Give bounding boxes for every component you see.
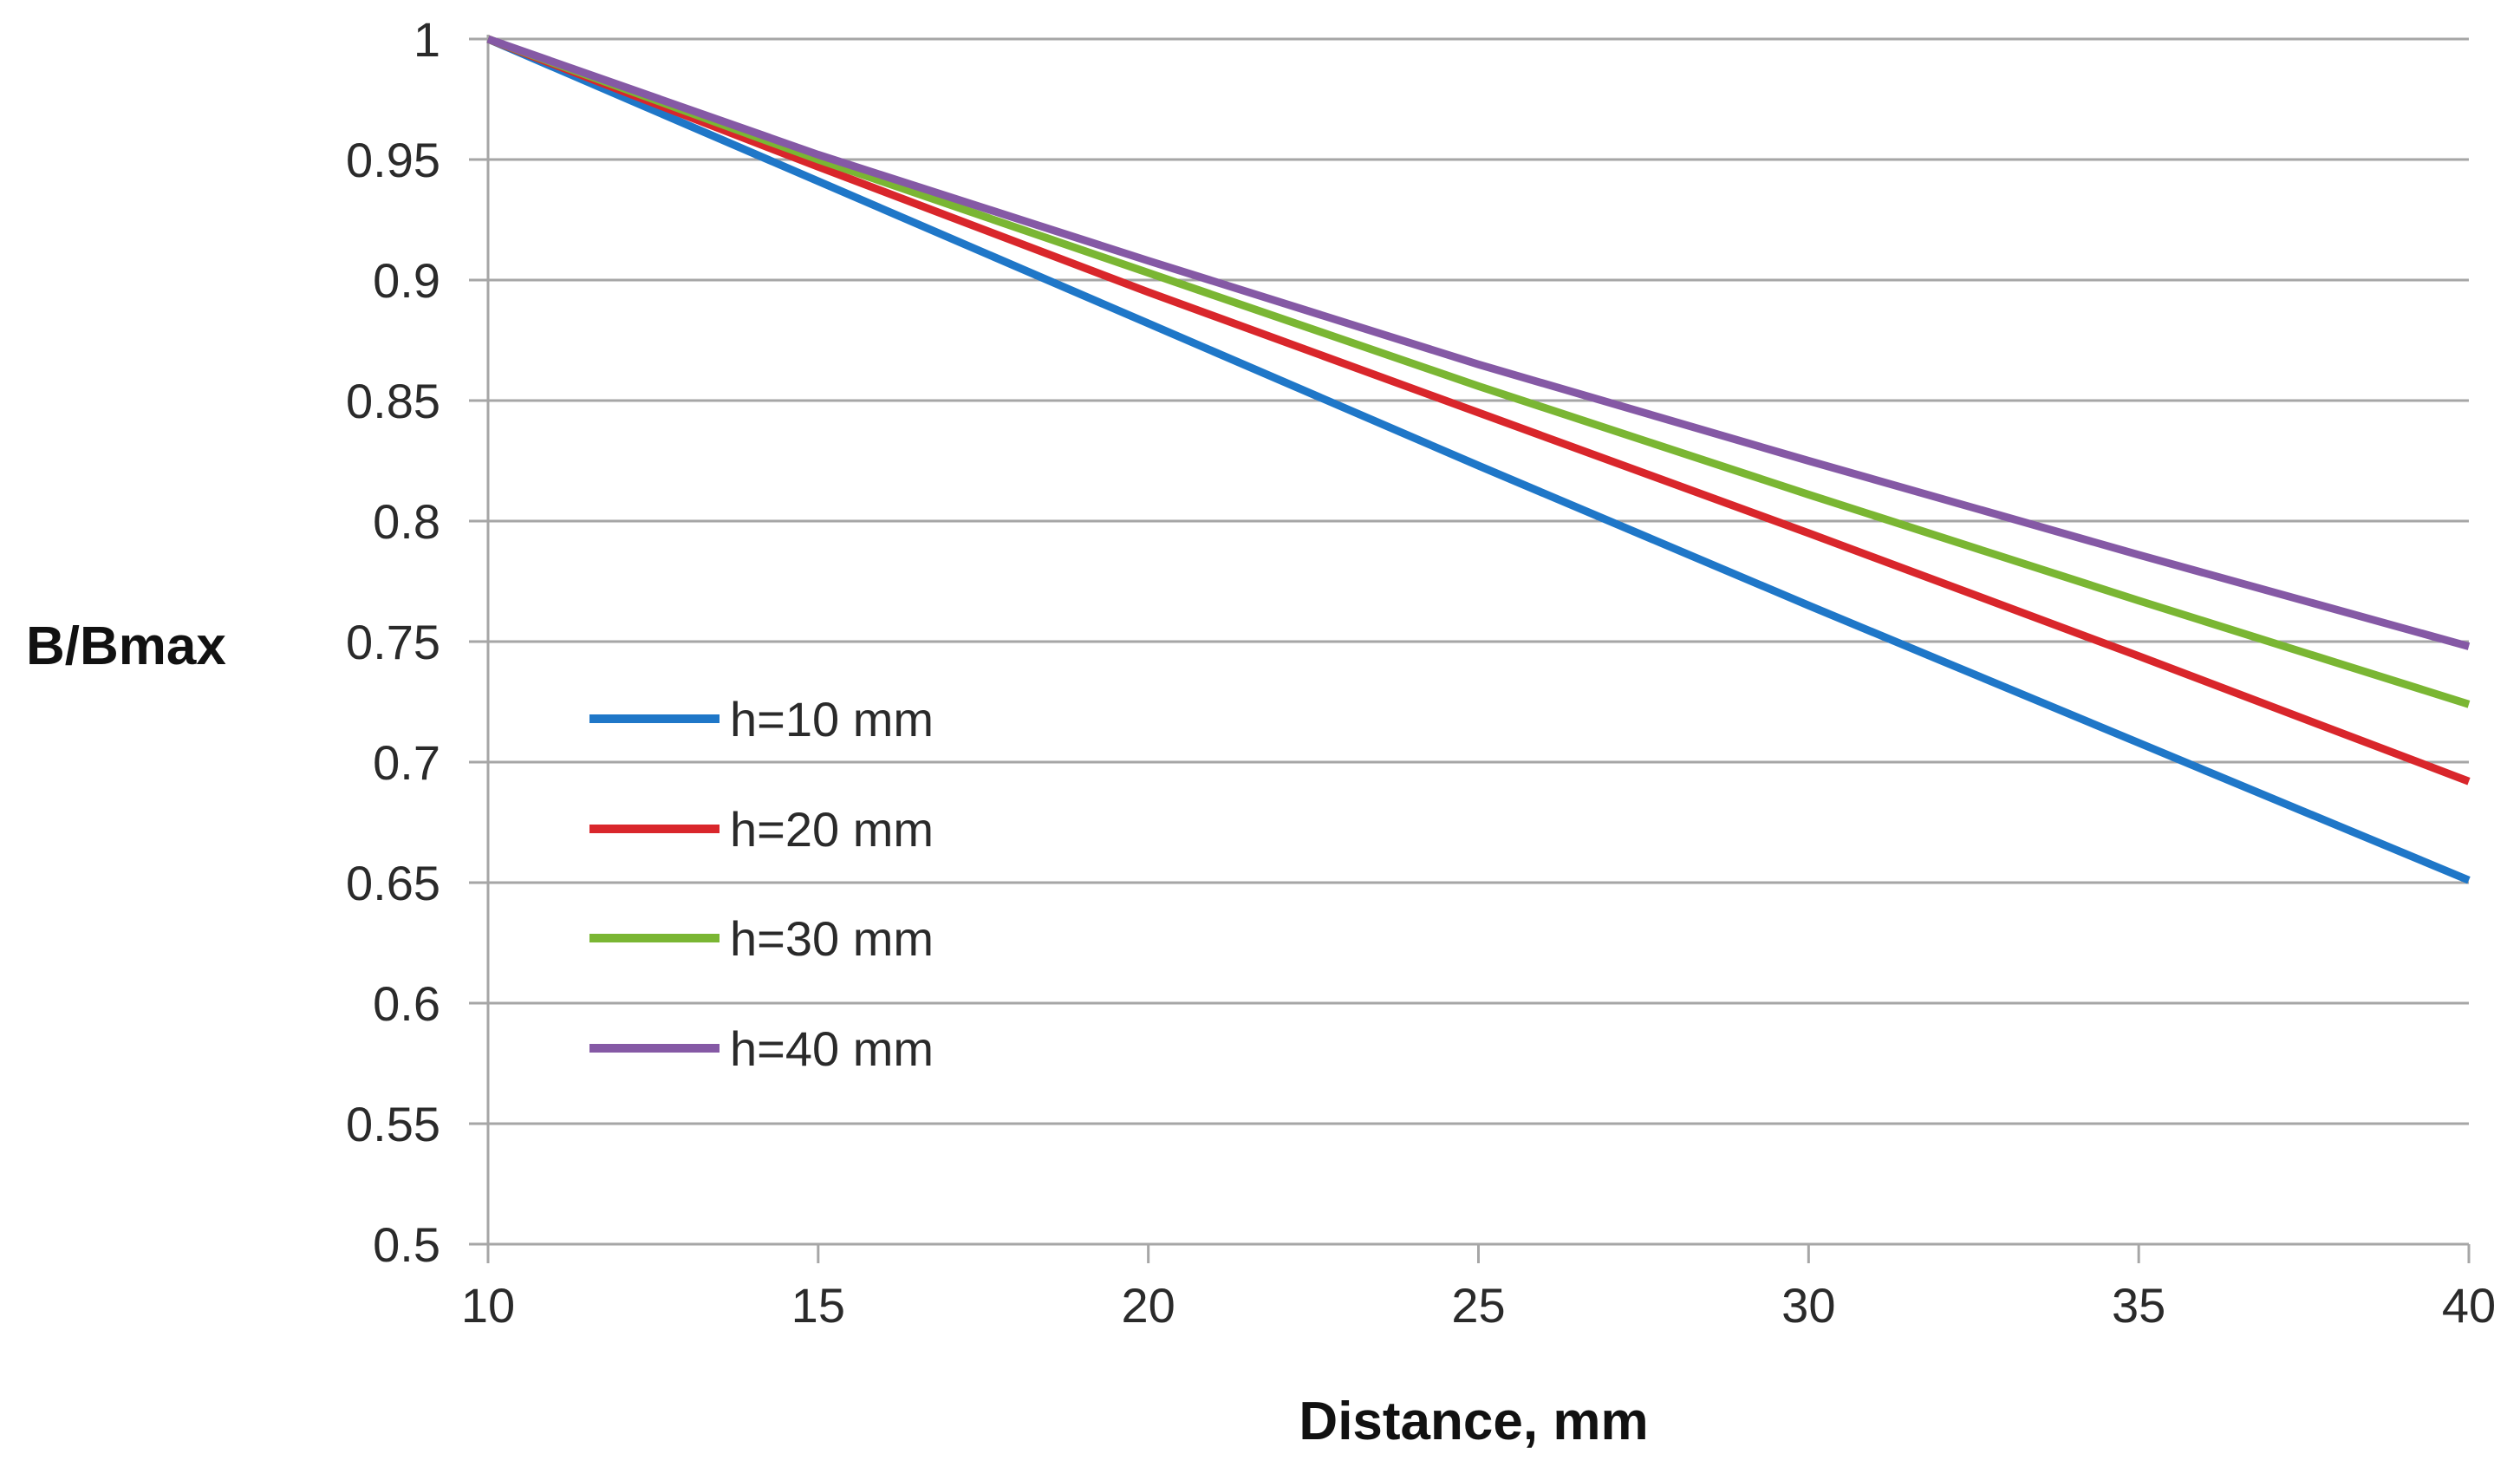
legend-label: h=20 mm xyxy=(730,802,934,857)
series-line-h40 xyxy=(486,35,2471,650)
tick-labels: 0.5 0.55 0.6 0.65 0.7 0.75 0.8 0.85 0.9 0.95 1 10 15… xyxy=(346,12,2496,1333)
legend-item: h=20 mm xyxy=(589,802,934,857)
y-axis-title: B/Bmax xyxy=(26,616,226,676)
x-tick-label: 40 xyxy=(2442,1278,2496,1333)
series-line-h10 xyxy=(486,35,2471,884)
legend-label: h=30 mm xyxy=(730,911,934,966)
x-tick-label: 10 xyxy=(461,1278,515,1333)
y-tick-label: 0.95 xyxy=(346,133,440,187)
axes xyxy=(469,35,2471,1263)
x-axis-title: Distance, mm xyxy=(1299,1392,1648,1451)
series-lines xyxy=(486,35,2471,884)
y-tick-label: 0.5 xyxy=(373,1217,440,1272)
legend-item: h=30 mm xyxy=(589,911,934,966)
grid-lines xyxy=(488,37,2469,1125)
x-tick-label: 20 xyxy=(1122,1278,1175,1333)
series-line-h30 xyxy=(486,35,2471,708)
y-tick-label: 0.7 xyxy=(373,735,440,790)
x-tick-label: 30 xyxy=(1781,1278,1835,1333)
series-line-h20 xyxy=(486,35,2471,786)
y-tick-label: 0.9 xyxy=(373,253,440,308)
legend-item: h=10 mm xyxy=(589,692,934,747)
legend: h=10 mm h=20 mm h=30 mm h=40 mm xyxy=(589,692,934,1076)
y-tick-label: 0.65 xyxy=(346,856,440,910)
y-tick-label: 0.55 xyxy=(346,1097,440,1151)
y-tick-label: 0.85 xyxy=(346,374,440,428)
x-tick-label: 25 xyxy=(1451,1278,1505,1333)
legend-label: h=10 mm xyxy=(730,692,934,747)
y-tick-label: 0.6 xyxy=(373,976,440,1031)
legend-item: h=40 mm xyxy=(589,1021,934,1076)
y-tick-label: 0.75 xyxy=(346,615,440,669)
x-tick-label: 15 xyxy=(791,1278,845,1333)
y-tick-label: 1 xyxy=(413,12,440,67)
legend-label: h=40 mm xyxy=(730,1021,934,1076)
x-tick-label: 35 xyxy=(2112,1278,2165,1333)
y-tick-label: 0.8 xyxy=(373,494,440,549)
